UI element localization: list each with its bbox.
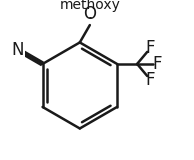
Text: F: F bbox=[146, 71, 155, 88]
Text: F: F bbox=[146, 39, 155, 57]
Text: N: N bbox=[11, 41, 24, 59]
Text: methoxy: methoxy bbox=[59, 0, 120, 12]
Text: O: O bbox=[83, 5, 96, 23]
Text: F: F bbox=[153, 55, 162, 73]
